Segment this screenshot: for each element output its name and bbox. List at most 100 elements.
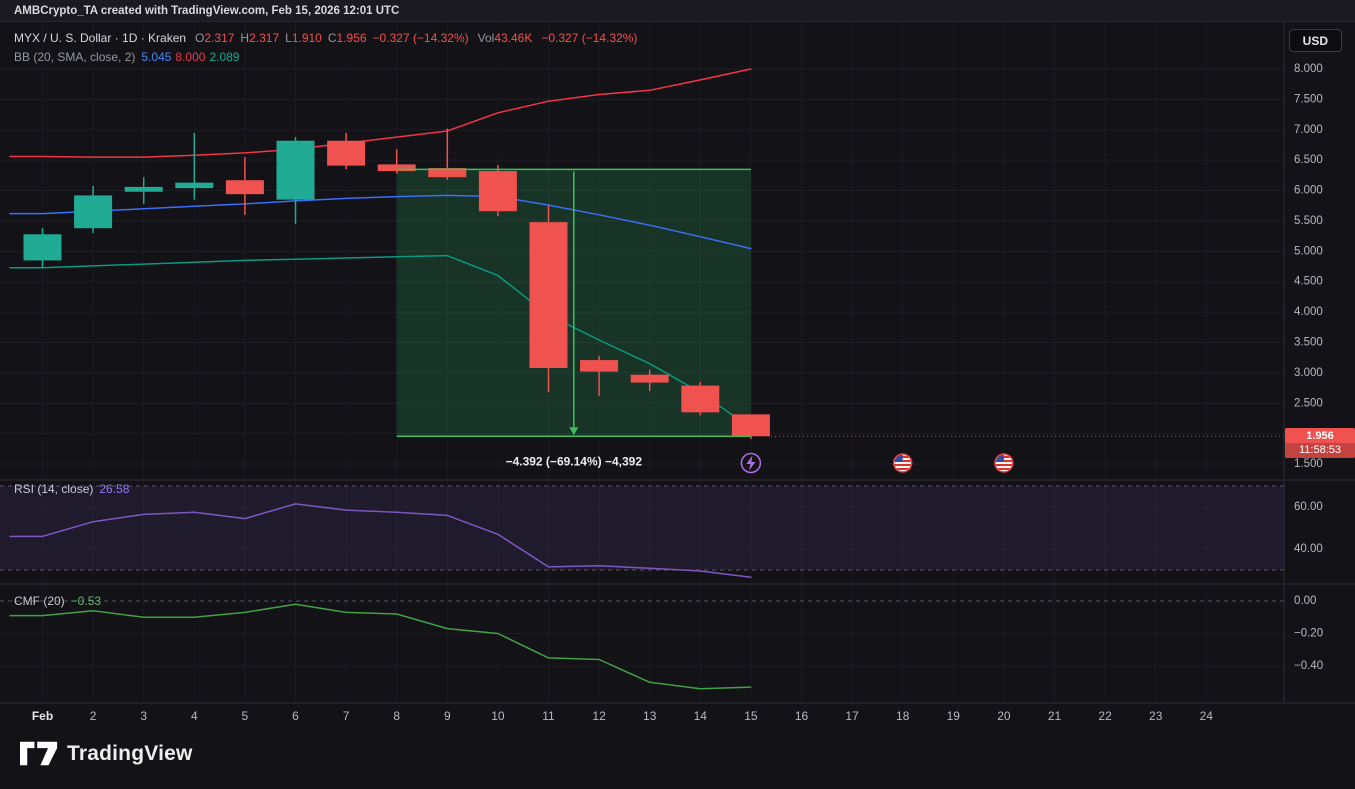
brand-name: TradingView xyxy=(67,741,193,765)
time-axis-label: 17 xyxy=(845,709,859,723)
time-axis-label: 22 xyxy=(1098,709,1112,723)
rsi-value: 26.58 xyxy=(99,482,130,496)
time-axis-label: 18 xyxy=(896,709,910,723)
change-value: −0.327 (−14.32%) xyxy=(372,31,469,45)
price-axis-label: 5.000 xyxy=(1294,245,1323,257)
time-axis-label: 12 xyxy=(592,709,606,723)
currency-toggle-button[interactable]: USD xyxy=(1288,29,1342,52)
price-axis-label: 5.500 xyxy=(1294,215,1323,227)
candle-body xyxy=(23,234,62,261)
bar-countdown-timer: 11:58:53 xyxy=(1285,443,1355,458)
bb-upper-value: 8.000 xyxy=(175,50,206,64)
chart-canvas[interactable]: −4.392 (−69.14%) −4,392 8.000 7.500 7.000 6.… xyxy=(0,22,1355,730)
time-axis-label: 24 xyxy=(1200,709,1214,723)
flag-canton xyxy=(995,455,1004,462)
time-axis-label: 5 xyxy=(242,709,249,723)
price-axis-label: 4.000 xyxy=(1294,306,1323,318)
last-price-value: 1.956 xyxy=(1306,430,1334,442)
time-axis-label: 9 xyxy=(444,709,451,723)
close-value: 1.956 xyxy=(336,31,367,45)
cmf-axis-label: −0.20 xyxy=(1294,628,1323,640)
high-value: 2.317 xyxy=(249,31,280,45)
bb-basis-line xyxy=(9,194,752,250)
candle-body xyxy=(175,182,214,189)
time-axis-label: 15 xyxy=(744,709,758,723)
bb-basis-value: 5.045 xyxy=(141,50,172,64)
cmf-indicator-legend[interactable]: CMF (20) −0.53 xyxy=(14,594,101,608)
time-axis-label: 10 xyxy=(491,709,505,723)
time-axis-label: 8 xyxy=(393,709,400,723)
time-axis-label: 6 xyxy=(292,709,299,723)
us-flag-art xyxy=(995,455,1013,470)
time-axis-label: 14 xyxy=(694,709,708,723)
candle-body xyxy=(428,168,467,178)
price-axis-label: 1.500 xyxy=(1294,458,1323,470)
attribution-text: AMBCrypto_TA created with TradingView.co… xyxy=(14,4,400,17)
logo-glyph-seven xyxy=(37,741,58,766)
time-axis-label: 21 xyxy=(1048,709,1062,723)
candle-body xyxy=(377,164,416,172)
volume-label: Vol xyxy=(477,31,495,45)
flag-canton xyxy=(894,455,903,462)
bb-label: BB (20, SMA, close, 2) xyxy=(14,50,136,64)
candle-body xyxy=(630,374,669,383)
candle-body xyxy=(225,180,264,195)
time-axis-label: 4 xyxy=(191,709,198,723)
candle-body xyxy=(478,171,517,212)
candle-body xyxy=(580,360,619,372)
low-value: 1.910 xyxy=(291,31,322,45)
price-axis-label: 8.000 xyxy=(1294,63,1323,75)
price-axis-label: 2.500 xyxy=(1294,397,1323,409)
time-axis-label: 7 xyxy=(343,709,350,723)
cmf-label: CMF (20) xyxy=(14,594,65,608)
high-label: H xyxy=(240,31,250,45)
symbol-legend[interactable]: MYX / U. S. Dollar · 1D · Kraken O 2.317… xyxy=(14,31,637,45)
measure-arrow-head xyxy=(569,427,579,436)
open-value: 2.317 xyxy=(204,31,235,45)
flash-bolt-glyph xyxy=(746,455,756,471)
volume-value: 43.46K xyxy=(494,31,533,45)
us-flag-art xyxy=(894,455,911,470)
candle-body xyxy=(276,140,315,200)
time-axis-label: 16 xyxy=(795,709,809,723)
time-axis-label: 11 xyxy=(542,709,555,723)
bb-lower-value: 2.089 xyxy=(209,50,240,64)
price-axis-label: 7.000 xyxy=(1294,124,1323,136)
rsi-line xyxy=(9,503,752,578)
time-axis-label: 20 xyxy=(997,709,1011,723)
rsi-axis-label: 60.00 xyxy=(1294,501,1323,513)
flag-stripe xyxy=(894,464,911,466)
price-axis-label: 3.500 xyxy=(1294,336,1323,348)
candle-body xyxy=(529,222,568,368)
candle-body xyxy=(124,186,163,192)
tradingview-logo-icon xyxy=(20,741,58,766)
close-label: C xyxy=(327,31,337,45)
price-axis-label: 7.500 xyxy=(1294,93,1323,105)
time-axis-label: 23 xyxy=(1149,709,1163,723)
measure-label: −4.392 (−69.14%) −4,392 xyxy=(506,454,643,468)
price-axis-label: 6.500 xyxy=(1294,154,1323,166)
time-axis-label: 19 xyxy=(947,709,961,723)
rsi-indicator-legend[interactable]: RSI (14, close) 26.58 xyxy=(14,482,129,496)
symbol-title[interactable]: MYX / U. S. Dollar · 1D · Kraken xyxy=(14,31,187,45)
attribution-bar: AMBCrypto_TA created with TradingView.co… xyxy=(0,0,1355,22)
low-label: L xyxy=(285,31,292,45)
price-axis-label: 4.500 xyxy=(1294,276,1323,288)
change-value-2: −0.327 (−14.32%) xyxy=(541,31,638,45)
bb-indicator-legend[interactable]: BB (20, SMA, close, 2) 5.045 8.000 2.089 xyxy=(14,50,239,64)
time-axis-label: 2 xyxy=(90,709,97,723)
time-axis-label: 3 xyxy=(140,709,147,723)
candle-body xyxy=(731,414,770,437)
last-price-badge[interactable]: 1.956 11:58:53 xyxy=(1285,428,1355,458)
flag-stripe xyxy=(894,468,911,470)
time-axis-label: Feb xyxy=(32,709,53,723)
candle-body xyxy=(681,385,720,413)
rsi-band-fill xyxy=(0,486,1284,570)
cmf-axis-label: −0.40 xyxy=(1294,660,1323,672)
cmf-axis-label: 0.00 xyxy=(1294,595,1316,607)
logo-glyph-one xyxy=(20,741,35,766)
bb-lower-line xyxy=(9,254,752,429)
tradingview-brand[interactable]: TradingView xyxy=(20,740,193,767)
rsi-label: RSI (14, close) xyxy=(14,482,94,496)
